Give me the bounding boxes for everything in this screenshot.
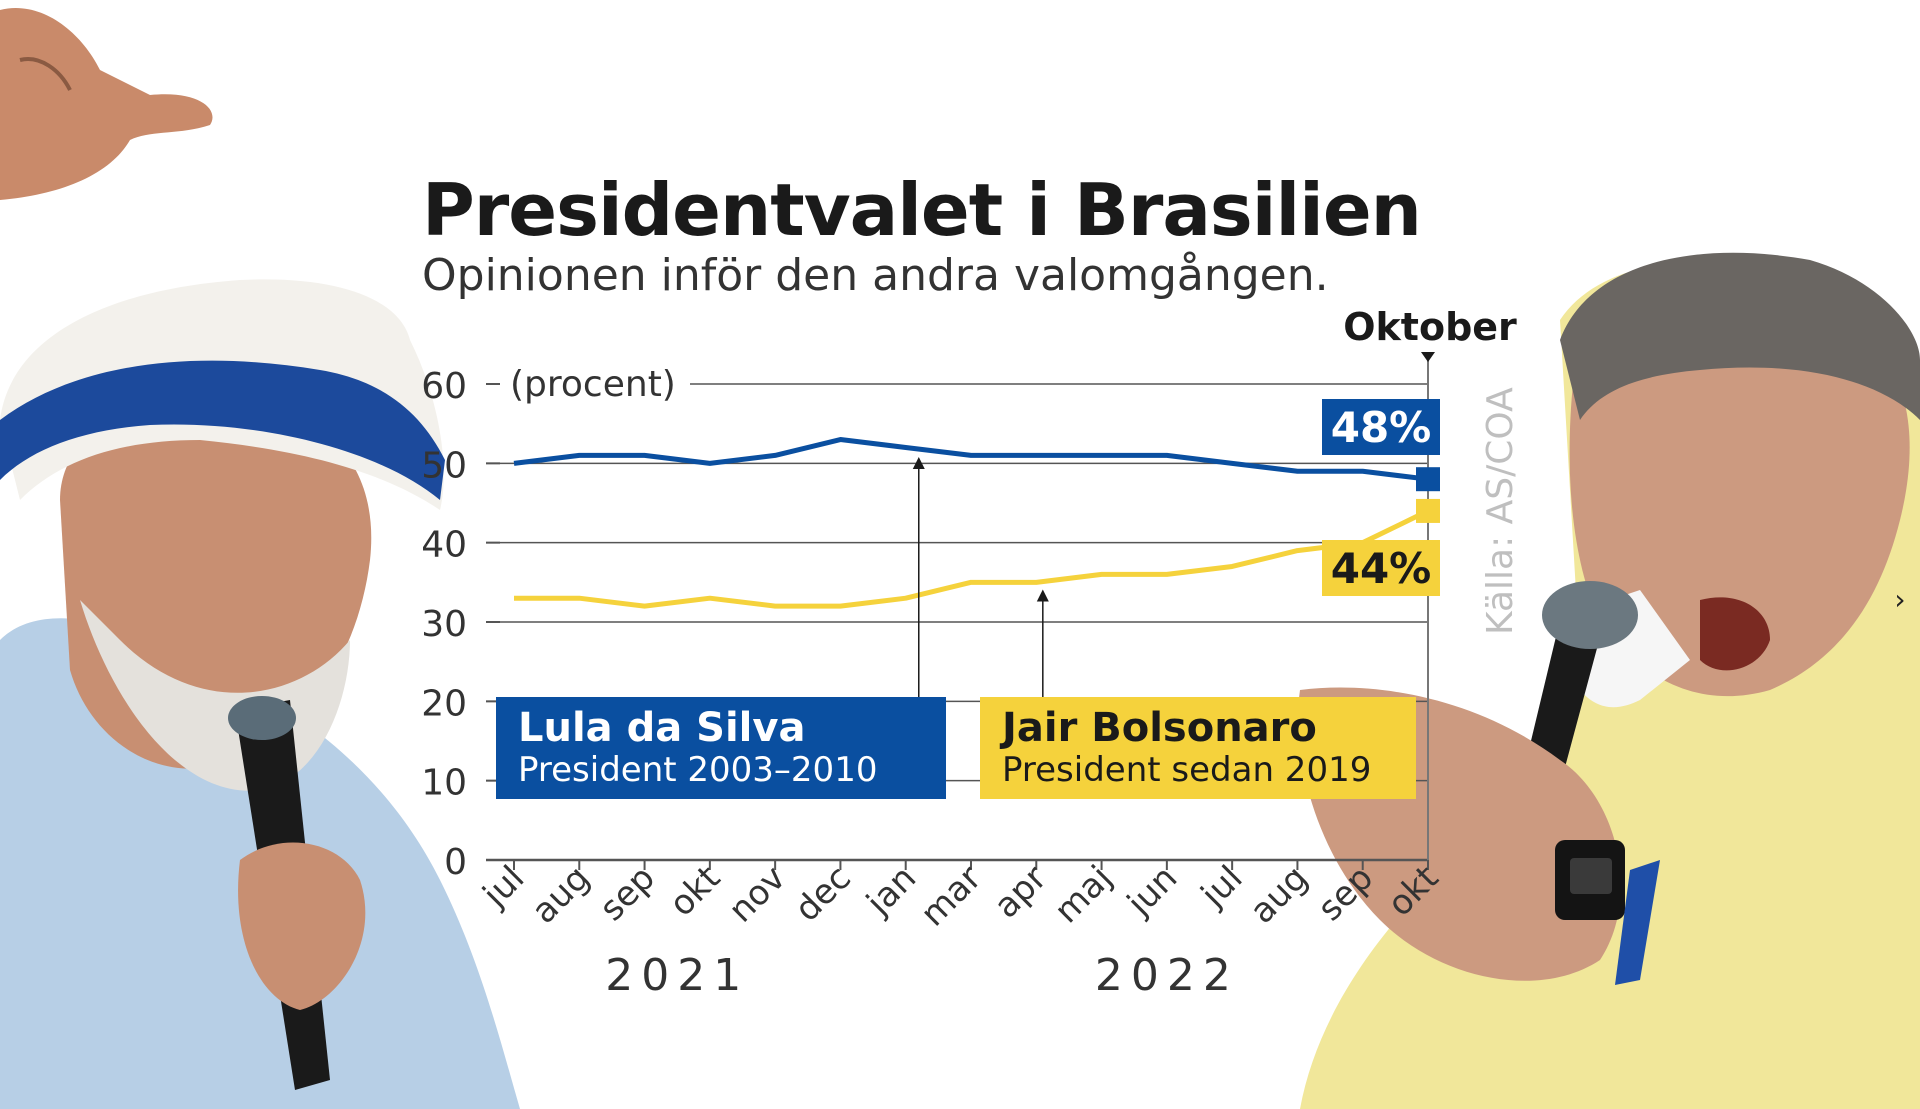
y-tick-label: 40	[421, 525, 467, 566]
x-tick-label: jun	[1119, 858, 1185, 924]
x-tick-label: jul	[475, 858, 533, 916]
lula-photo	[0, 279, 520, 1109]
chevron-left-icon[interactable]: ‹	[14, 583, 26, 616]
end-label-box-lula	[1322, 399, 1440, 455]
pointing-hand-photo	[0, 8, 213, 200]
x-tick-label: okt	[1380, 858, 1446, 924]
chart-title: Presidentvalet i Brasilien	[422, 168, 1422, 252]
chart-subtitle: Opinionen inför den andra valomgången.	[422, 250, 1329, 301]
y-tick-label: 10	[421, 763, 467, 804]
legend-description-lula: President 2003–2010	[518, 750, 877, 790]
x-tick-label: okt	[662, 858, 728, 924]
series-end-marker	[1416, 467, 1440, 492]
y-tick-label: 0	[444, 842, 467, 883]
y-axis-label: (procent)	[510, 364, 676, 405]
year-label: 2022	[1095, 950, 1239, 1001]
legend-box-lula	[496, 697, 946, 799]
y-tick-label: 50	[421, 445, 467, 486]
bolsonaro-photo	[1298, 252, 1920, 1109]
x-tick-label: apr	[986, 858, 1054, 926]
series-line-lula	[513, 437, 1429, 482]
series-line-bolsonaro	[514, 508, 1430, 609]
year-label: 2021	[605, 950, 749, 1001]
end-label-lula: 48%	[1331, 403, 1432, 452]
y-tick-label: 20	[421, 683, 467, 724]
october-marker-label: Oktober	[1343, 305, 1517, 349]
x-tick-label: dec	[787, 858, 859, 930]
annotation-arrow	[912, 457, 925, 470]
x-tick-label: jan	[858, 858, 924, 924]
x-tick-label: jul	[1193, 858, 1251, 916]
x-tick-label: mar	[913, 858, 989, 934]
legend-name-lula: Lula da Silva	[518, 705, 805, 751]
y-tick-label: 30	[421, 604, 467, 645]
end-label-bolsonaro: 44%	[1331, 544, 1432, 593]
october-marker-arrow	[1421, 352, 1435, 362]
x-tick-label: aug	[1242, 858, 1316, 932]
annotation-arrow	[1036, 589, 1049, 602]
legend-box-bolsonaro	[980, 697, 1416, 799]
y-tick-label: 60	[421, 366, 467, 407]
end-label-box-bolsonaro	[1322, 540, 1440, 596]
x-tick-label: aug	[524, 858, 598, 932]
x-tick-label: maj	[1047, 858, 1120, 931]
series-layer	[513, 437, 1440, 609]
x-tick-label: sep	[592, 858, 663, 929]
legend-name-bolsonaro: Jair Bolsonaro	[999, 705, 1317, 751]
x-tick-label: sep	[1310, 858, 1381, 929]
series-end-marker	[1416, 498, 1440, 523]
legend-description-bolsonaro: President sedan 2019	[1002, 750, 1371, 790]
source-label: Källa: AS/COA	[1480, 387, 1521, 635]
x-tick-label: nov	[721, 858, 793, 930]
chevron-right-icon[interactable]: ›	[1894, 583, 1906, 616]
